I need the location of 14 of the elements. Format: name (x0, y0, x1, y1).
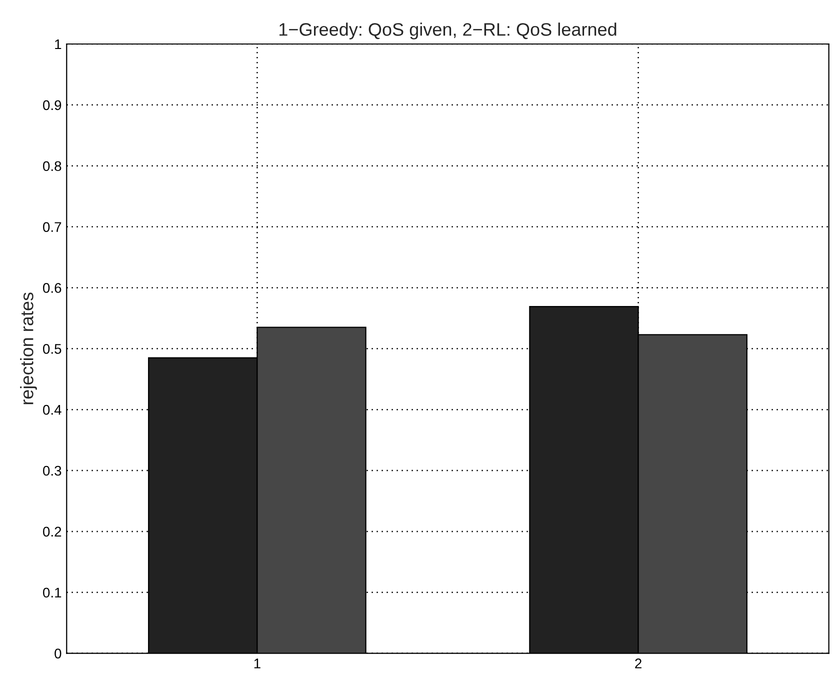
y-tick-label: 0.5 (43, 344, 62, 354)
chart-title: 1−Greedy: QoS given, 2−RL: QoS learned (280, 22, 616, 40)
y-tick-label: 0.3 (43, 466, 62, 476)
y-tick-label: 0 (54, 648, 62, 658)
y-tick-label: 0.4 (43, 404, 62, 415)
y-tick-label: 0.7 (43, 222, 62, 232)
y-tick-label: 0.6 (43, 283, 62, 293)
y-tick-label: 0.8 (43, 161, 62, 172)
y-tick-label: 0.2 (43, 526, 62, 537)
x-tick-label: 2 (635, 658, 642, 668)
y-tick-label: 0.9 (43, 100, 62, 110)
y-tick-label: 1 (55, 39, 62, 50)
y-axis-title: rejection rates (20, 292, 37, 404)
y-tick-label: 0.1 (43, 588, 62, 598)
